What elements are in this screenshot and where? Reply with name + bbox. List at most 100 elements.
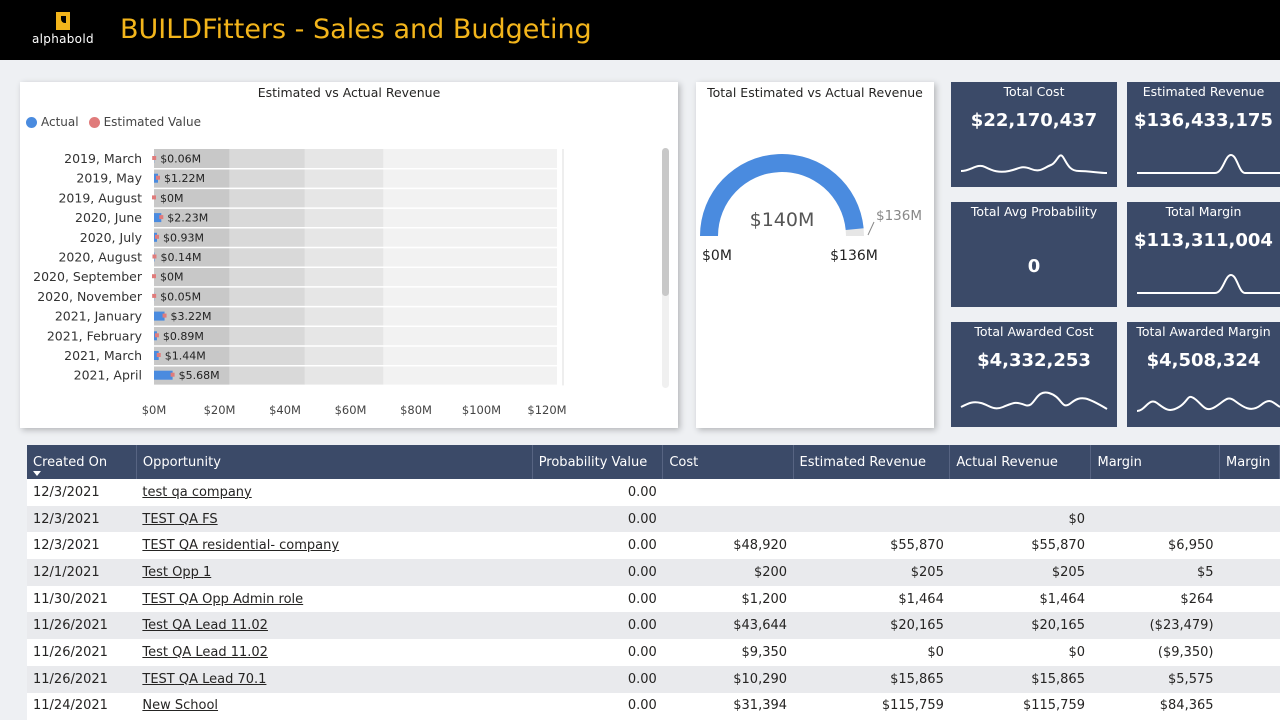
table-row[interactable]: 12/3/2021 TEST QA FS 0.00 $0 bbox=[27, 505, 1280, 533]
cell-opportunity[interactable]: TEST QA FS bbox=[136, 506, 532, 533]
cell-estimated-revenue: $15,865 bbox=[793, 666, 950, 693]
cell-opportunity[interactable]: Test QA Lead 11.02 bbox=[136, 639, 532, 666]
data-label: $0.06M bbox=[160, 153, 201, 166]
column-header-cost[interactable]: Cost bbox=[662, 445, 794, 479]
cell-created-on-text: 11/26/2021 bbox=[33, 671, 108, 687]
data-label: $0.93M bbox=[163, 231, 204, 244]
kpi-sparkline bbox=[1136, 395, 1280, 412]
cell-estimated-revenue-text: $115,759 bbox=[881, 698, 944, 714]
table-row[interactable]: 12/1/2021 Test Opp 1 0.00 $200 $205 $205 $5 bbox=[27, 559, 1280, 586]
column-header-actual-revenue[interactable]: Actual Revenue bbox=[949, 445, 1092, 479]
legend-estimated-label[interactable]: Estimated Value bbox=[103, 115, 201, 129]
cell-opportunity-text[interactable]: New School bbox=[142, 698, 219, 714]
gauge-title: Total Estimated vs Actual Revenue bbox=[707, 85, 923, 100]
kpi-sparkline bbox=[1137, 273, 1280, 294]
x-tick-label: $100M bbox=[462, 403, 501, 417]
table-row[interactable]: 11/26/2021 Test QA Lead 11.02 0.00 $43,644 $… bbox=[27, 612, 1280, 640]
cell-probability-text: 0.00 bbox=[627, 484, 657, 500]
cell-margin: $84,365 bbox=[1091, 693, 1220, 720]
cell-actual-revenue: $0 bbox=[950, 639, 1091, 666]
column-header-margin[interactable]: Margin bbox=[1090, 445, 1221, 479]
cell-actual-revenue-text: $1,464 bbox=[1039, 591, 1085, 607]
cell-opportunity[interactable]: TEST QA residential- company bbox=[136, 532, 532, 559]
cell-margin-text: $5 bbox=[1196, 564, 1214, 580]
category-label: 2020, July bbox=[80, 230, 143, 245]
cell-margin-pct bbox=[1220, 666, 1280, 693]
kpi-total-margin[interactable]: Total Margin $113,311,004 bbox=[1127, 202, 1280, 307]
cell-margin: $5,575 bbox=[1091, 666, 1220, 693]
data-label: $0M bbox=[160, 271, 184, 284]
revenue-bar-chart[interactable]: Estimated vs Actual Revenue Actual Estim… bbox=[20, 82, 678, 428]
x-tick-label: $60M bbox=[335, 403, 367, 417]
category-label: 2021, February bbox=[47, 328, 143, 343]
data-label: $5.68M bbox=[179, 369, 220, 382]
x-tick-label: $120M bbox=[527, 403, 566, 417]
cell-opportunity-text[interactable]: TEST QA Lead 70.1 bbox=[142, 671, 267, 687]
data-label: $0.05M bbox=[160, 290, 201, 303]
cell-opportunity[interactable]: Test QA Lead 11.02 bbox=[136, 612, 532, 639]
table-row[interactable]: 11/26/2021 TEST QA Lead 70.1 0.00 $10,290 $1… bbox=[27, 665, 1280, 693]
data-table: Created On Opportunity Probability Value… bbox=[27, 445, 1280, 719]
cell-probability: 0.00 bbox=[532, 532, 663, 559]
cell-created-on: 11/26/2021 bbox=[27, 666, 136, 693]
cell-opportunity-text[interactable]: TEST QA Opp Admin role bbox=[142, 591, 304, 607]
cell-probability: 0.00 bbox=[532, 559, 663, 586]
revenue-gauge-card[interactable]: Total Estimated vs Actual Revenue $140M $… bbox=[696, 82, 934, 428]
cell-opportunity[interactable]: test qa company bbox=[136, 479, 532, 506]
cell-probability-text: 0.00 bbox=[627, 671, 657, 687]
kpi-awarded-cost[interactable]: Total Awarded Cost $4,332,253 bbox=[951, 322, 1117, 427]
cell-probability: 0.00 bbox=[532, 612, 663, 639]
cell-opportunity[interactable]: Test Opp 1 bbox=[136, 559, 532, 586]
cell-estimated-revenue: $1,464 bbox=[793, 586, 950, 613]
category-label: 2021, January bbox=[55, 309, 143, 324]
kpi-value: $113,311,004 bbox=[1134, 230, 1273, 251]
table-row[interactable]: 12/3/2021 test qa company 0.00 bbox=[27, 479, 1280, 506]
chart-scrollbar[interactable] bbox=[662, 148, 669, 296]
cell-opportunity-text[interactable]: TEST QA residential- company bbox=[142, 538, 340, 554]
gauge-target-leader bbox=[867, 221, 875, 236]
bar-actual bbox=[154, 213, 162, 223]
cell-opportunity-text[interactable]: test qa company bbox=[142, 484, 252, 500]
cell-opportunity-text[interactable]: TEST QA FS bbox=[142, 511, 218, 527]
cell-cost-text: $200 bbox=[753, 564, 788, 580]
marker-estimated bbox=[152, 195, 156, 200]
cell-opportunity-text[interactable]: Test Opp 1 bbox=[142, 564, 212, 580]
bar-actual bbox=[154, 311, 165, 321]
cell-created-on: 12/3/2021 bbox=[27, 532, 136, 559]
column-header-probability[interactable]: Probability Value bbox=[532, 445, 664, 479]
column-header-opportunity[interactable]: Opportunity bbox=[136, 445, 533, 479]
column-header-created-on[interactable]: Created On bbox=[27, 445, 137, 479]
column-header-margin-pct[interactable]: Margin bbox=[1219, 445, 1280, 479]
cell-estimated-revenue-text: $0 bbox=[927, 644, 944, 660]
gauge-chart: $140M $0M $136M $136M bbox=[700, 154, 922, 264]
kpi-awarded-margin[interactable]: Total Awarded Margin $4,508,324 bbox=[1127, 322, 1280, 427]
gauge-min-label: $0M bbox=[702, 248, 732, 264]
cell-opportunity[interactable]: New School bbox=[136, 693, 532, 720]
table-row[interactable]: 12/3/2021 TEST QA residential- company 0.0… bbox=[27, 532, 1280, 559]
cell-actual-revenue: $205 bbox=[950, 559, 1091, 586]
sort-descending-icon bbox=[33, 471, 41, 476]
opportunities-table[interactable]: Created On Opportunity Probability Value… bbox=[27, 445, 1280, 720]
table-row[interactable]: 11/30/2021 TEST QA Opp Admin role 0.00 $1,2… bbox=[27, 586, 1280, 613]
cell-opportunity[interactable]: TEST QA Opp Admin role bbox=[136, 586, 532, 613]
cell-opportunity-text[interactable]: Test QA Lead 11.02 bbox=[142, 644, 268, 660]
cell-opportunity-text[interactable]: Test QA Lead 11.02 bbox=[142, 618, 268, 634]
cell-created-on-text: 11/30/2021 bbox=[33, 591, 108, 607]
table-row[interactable]: 11/26/2021 Test QA Lead 11.02 0.00 $9,350 $0… bbox=[27, 639, 1280, 666]
cell-margin-pct bbox=[1220, 612, 1280, 639]
data-label: $1.44M bbox=[165, 350, 206, 363]
table-row[interactable]: 11/24/2021 New School 0.00 $31,394 $115,759 $… bbox=[27, 693, 1280, 720]
cell-margin bbox=[1091, 479, 1220, 506]
data-label: $2.23M bbox=[167, 212, 208, 225]
kpi-avg-probability[interactable]: Total Avg Probability 0 bbox=[951, 202, 1117, 307]
cell-actual-revenue-text: $0 bbox=[1068, 511, 1085, 527]
cell-opportunity[interactable]: TEST QA Lead 70.1 bbox=[136, 666, 532, 693]
cell-margin-text: $84,365 bbox=[1159, 698, 1214, 714]
kpi-total-cost[interactable]: Total Cost $22,170,437 bbox=[951, 82, 1117, 187]
legend-actual-label[interactable]: Actual bbox=[41, 115, 79, 129]
cell-probability-text: 0.00 bbox=[627, 538, 657, 554]
kpi-estimated-revenue[interactable]: Estimated Revenue $136,433,175 bbox=[1127, 82, 1280, 187]
column-header-estimated-revenue[interactable]: Estimated Revenue bbox=[793, 445, 951, 479]
legend-actual-swatch bbox=[26, 116, 37, 128]
marker-estimated bbox=[156, 353, 161, 357]
